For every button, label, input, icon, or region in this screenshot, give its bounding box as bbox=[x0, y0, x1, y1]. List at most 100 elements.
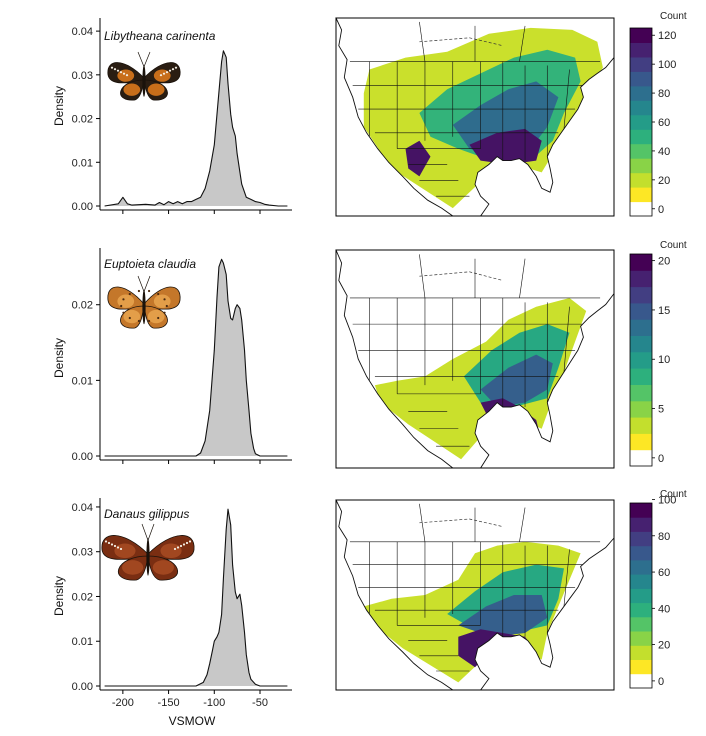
panel-libytheana: Libytheana carinenta Density 0.00 0.01 0.0… bbox=[52, 11, 687, 217]
colorbar-band bbox=[630, 28, 652, 43]
colorbar-libytheana: Count 0 20 40 60 80 100 120 bbox=[629, 11, 687, 217]
colorbar-tick-label: 100 bbox=[658, 495, 676, 507]
colorbar-danaus: Count 0 20 40 60 80 100 bbox=[629, 489, 687, 689]
butterfly-euptoieta-icon bbox=[107, 275, 181, 329]
colorbar-band bbox=[630, 559, 652, 575]
occurrence-area bbox=[480, 354, 553, 407]
y-tick-label: 0.02 bbox=[72, 591, 93, 603]
density-line bbox=[104, 258, 288, 457]
colorbar-band bbox=[630, 201, 652, 217]
colorbar-band bbox=[630, 673, 652, 689]
density-area bbox=[104, 509, 288, 686]
border-line bbox=[519, 258, 526, 299]
colorbar-band bbox=[630, 384, 652, 402]
colorbar-band bbox=[630, 172, 652, 188]
border-line bbox=[563, 549, 570, 607]
y-axis-title: Density bbox=[52, 338, 66, 378]
density-plot-euptoieta: Euptoieta claudia Density 0.00 0.01 0.02 bbox=[52, 248, 292, 464]
colorbar-band bbox=[630, 616, 652, 632]
species-label: Danaus gilippus bbox=[104, 507, 189, 521]
butterfly-danaus-icon bbox=[101, 523, 195, 581]
colorbar-tick-label: 40 bbox=[658, 146, 670, 158]
dashed-border bbox=[419, 271, 503, 281]
y-tick-label: 0.04 bbox=[72, 502, 93, 514]
map-frame bbox=[335, 249, 615, 469]
colorbar-title: Count bbox=[660, 489, 687, 500]
colorbar-tick-label: 80 bbox=[658, 531, 670, 543]
y-tick-label: 0.01 bbox=[72, 157, 93, 169]
coastline bbox=[335, 17, 615, 217]
x-tick-label: -50 bbox=[252, 697, 268, 709]
colorbar-band bbox=[630, 517, 652, 532]
x-axis-title: VSMOW bbox=[169, 714, 216, 728]
x-tick-label: -150 bbox=[158, 697, 180, 709]
density-area bbox=[104, 259, 288, 456]
density-line bbox=[104, 508, 288, 687]
panel-danaus: Danaus gilippus Density VSMOW 0.00 0.01 0.… bbox=[52, 489, 687, 728]
colorbar-band bbox=[630, 286, 652, 304]
colorbar-tick-label: 60 bbox=[658, 117, 670, 129]
colorbar-band bbox=[630, 574, 652, 589]
colorbar-tick-label: 120 bbox=[658, 30, 676, 42]
colorbar-band bbox=[630, 400, 652, 418]
y-tick-label: 0.00 bbox=[72, 451, 93, 463]
colorbar-band bbox=[630, 503, 652, 518]
colorbar-tick-label: 0 bbox=[658, 453, 664, 465]
colorbar-band bbox=[630, 187, 652, 203]
colorbar-euptoieta: Count 0 5 10 15 20 bbox=[629, 240, 687, 467]
occurrence-area bbox=[469, 128, 542, 165]
colorbar-tick-label: 5 bbox=[658, 404, 664, 416]
border-line bbox=[563, 69, 570, 129]
coastline bbox=[335, 499, 615, 691]
map-danaus bbox=[335, 499, 615, 691]
y-axis-title: Density bbox=[52, 86, 66, 126]
density-plot-libytheana: Libytheana carinenta Density 0.00 0.01 0.0… bbox=[52, 18, 292, 214]
colorbar-band bbox=[630, 588, 652, 604]
colorbar-band bbox=[630, 449, 652, 467]
colorbar-band bbox=[630, 254, 652, 271]
colorbar-title: Count bbox=[660, 240, 687, 251]
colorbar-tick-label: 100 bbox=[658, 59, 676, 71]
occurrence-area bbox=[405, 140, 431, 177]
colorbar-tick-label: 20 bbox=[658, 256, 670, 268]
y-tick-label: 0.00 bbox=[72, 681, 93, 693]
map-frame bbox=[335, 17, 615, 217]
colorbar-band bbox=[630, 417, 652, 434]
y-tick-label: 0.02 bbox=[72, 114, 93, 126]
colorbar-band bbox=[630, 302, 652, 320]
y-tick-label: 0.03 bbox=[72, 547, 93, 559]
y-tick-label: 0.02 bbox=[72, 300, 93, 312]
colorbar-band bbox=[630, 158, 652, 174]
dashed-border bbox=[419, 37, 503, 47]
border-line bbox=[519, 507, 526, 542]
x-tick-label: -200 bbox=[112, 697, 134, 709]
density-line bbox=[104, 50, 288, 207]
colorbar-band bbox=[630, 129, 652, 145]
y-tick-label: 0.01 bbox=[72, 636, 93, 648]
colorbar-tick-label: 0 bbox=[658, 204, 664, 216]
species-label: Libytheana carinenta bbox=[104, 29, 216, 43]
colorbar-band bbox=[630, 659, 652, 675]
colorbar-tick-label: 10 bbox=[658, 354, 670, 366]
border-line bbox=[519, 25, 526, 62]
colorbar-band bbox=[630, 56, 652, 72]
colorbar-band bbox=[630, 270, 652, 288]
colorbar-tick-label: 20 bbox=[658, 175, 670, 187]
colorbar-band bbox=[630, 351, 652, 369]
occurrence-layer bbox=[349, 21, 603, 209]
colorbar-band bbox=[630, 143, 652, 159]
map-libytheana bbox=[335, 17, 615, 217]
colorbar-title: Count bbox=[660, 11, 687, 22]
border-line bbox=[563, 306, 570, 373]
colorbar-band bbox=[630, 100, 652, 116]
colorbar-band bbox=[630, 368, 652, 385]
coastline bbox=[335, 249, 615, 469]
colorbar-band bbox=[630, 71, 652, 87]
colorbar-band bbox=[630, 319, 652, 336]
colorbar-band bbox=[630, 433, 652, 451]
y-tick-label: 0.04 bbox=[72, 26, 93, 38]
colorbar-tick-label: 0 bbox=[658, 676, 664, 688]
colorbar-band bbox=[630, 645, 652, 660]
colorbar-band bbox=[630, 335, 652, 353]
